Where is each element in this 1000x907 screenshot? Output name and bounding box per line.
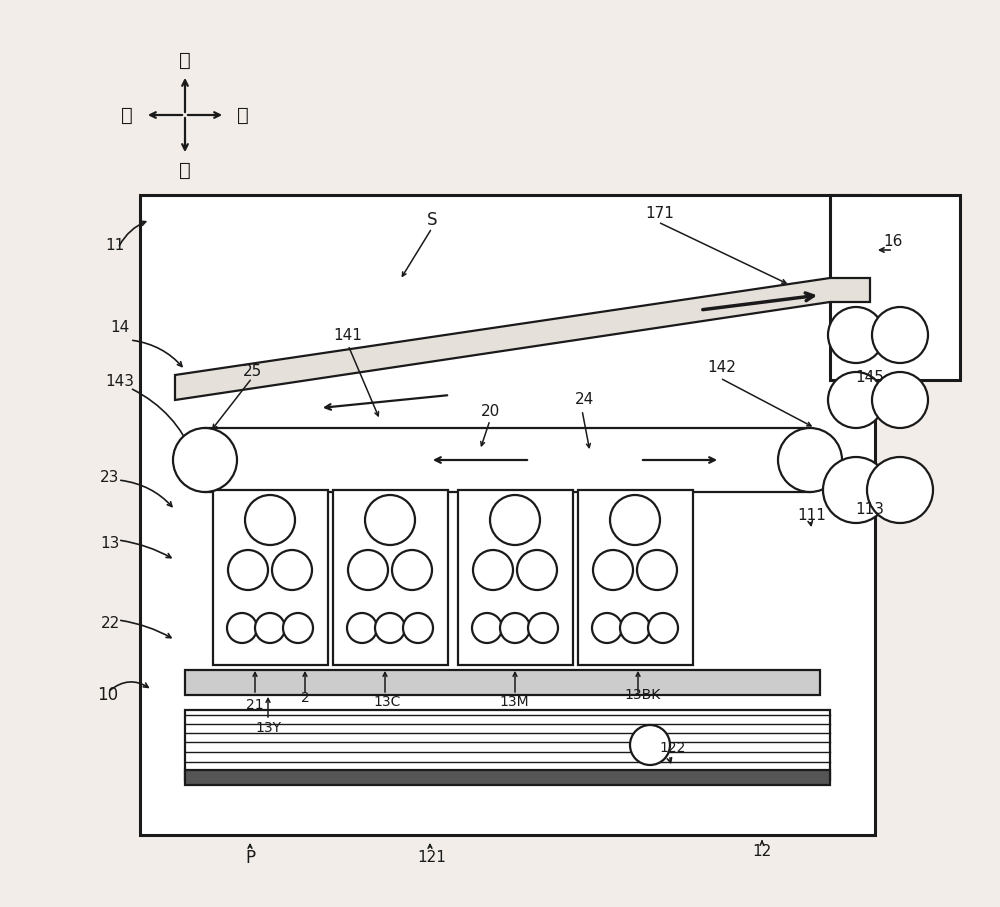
Circle shape	[472, 613, 502, 643]
Text: S: S	[427, 211, 437, 229]
Bar	[213, 490, 328, 665]
Circle shape	[867, 457, 933, 523]
Circle shape	[283, 613, 313, 643]
Text: 25: 25	[242, 365, 262, 379]
Text: 13: 13	[100, 535, 120, 551]
Text: 13BK: 13BK	[625, 688, 661, 702]
Text: 21: 21	[246, 698, 264, 712]
Text: 13C: 13C	[373, 695, 401, 709]
Bar	[578, 490, 693, 665]
Text: 121: 121	[418, 851, 446, 865]
Text: P: P	[245, 849, 255, 867]
Circle shape	[630, 725, 670, 765]
Circle shape	[828, 307, 884, 363]
Circle shape	[228, 550, 268, 590]
Bar	[185, 670, 820, 695]
Circle shape	[872, 372, 928, 428]
Text: 22: 22	[100, 617, 120, 631]
Circle shape	[637, 550, 677, 590]
Text: 下: 下	[179, 161, 191, 180]
Circle shape	[528, 613, 558, 643]
Text: 143: 143	[106, 375, 134, 389]
Circle shape	[403, 613, 433, 643]
Circle shape	[620, 613, 650, 643]
Circle shape	[375, 613, 405, 643]
Text: 24: 24	[574, 393, 594, 407]
Text: 上: 上	[179, 51, 191, 70]
Text: 16: 16	[883, 235, 903, 249]
Text: 2: 2	[301, 691, 309, 705]
Circle shape	[473, 550, 513, 590]
Circle shape	[272, 550, 312, 590]
Circle shape	[593, 550, 633, 590]
Circle shape	[392, 550, 432, 590]
Circle shape	[872, 307, 928, 363]
Circle shape	[778, 428, 842, 492]
Bar	[140, 195, 875, 835]
Circle shape	[365, 495, 415, 545]
Polygon shape	[175, 278, 870, 400]
Circle shape	[348, 550, 388, 590]
Text: 11: 11	[105, 238, 125, 252]
Text: 145: 145	[856, 370, 884, 385]
Text: 171: 171	[646, 206, 674, 220]
Text: 141: 141	[334, 327, 362, 343]
Circle shape	[828, 372, 884, 428]
Text: 左: 左	[121, 105, 133, 124]
Text: 12: 12	[752, 844, 772, 860]
Text: 113: 113	[856, 502, 885, 518]
Circle shape	[592, 613, 622, 643]
Text: 右: 右	[237, 105, 249, 124]
Text: 122: 122	[660, 741, 686, 755]
Text: 142: 142	[708, 360, 736, 375]
Circle shape	[648, 613, 678, 643]
Text: 13M: 13M	[499, 695, 529, 709]
Bar	[458, 490, 573, 665]
Text: 23: 23	[100, 471, 120, 485]
Circle shape	[823, 457, 889, 523]
Bar	[185, 770, 830, 785]
Circle shape	[490, 495, 540, 545]
Bar	[830, 195, 960, 380]
Text: 14: 14	[110, 320, 130, 336]
Circle shape	[227, 613, 257, 643]
Circle shape	[610, 495, 660, 545]
Circle shape	[500, 613, 530, 643]
Circle shape	[517, 550, 557, 590]
Circle shape	[347, 613, 377, 643]
Bar	[185, 710, 830, 780]
Text: 20: 20	[480, 405, 500, 420]
Bar	[333, 490, 448, 665]
Text: 10: 10	[97, 686, 119, 704]
Circle shape	[255, 613, 285, 643]
Circle shape	[245, 495, 295, 545]
Text: 111: 111	[798, 508, 826, 522]
Circle shape	[173, 428, 237, 492]
Text: 13Y: 13Y	[255, 721, 281, 735]
